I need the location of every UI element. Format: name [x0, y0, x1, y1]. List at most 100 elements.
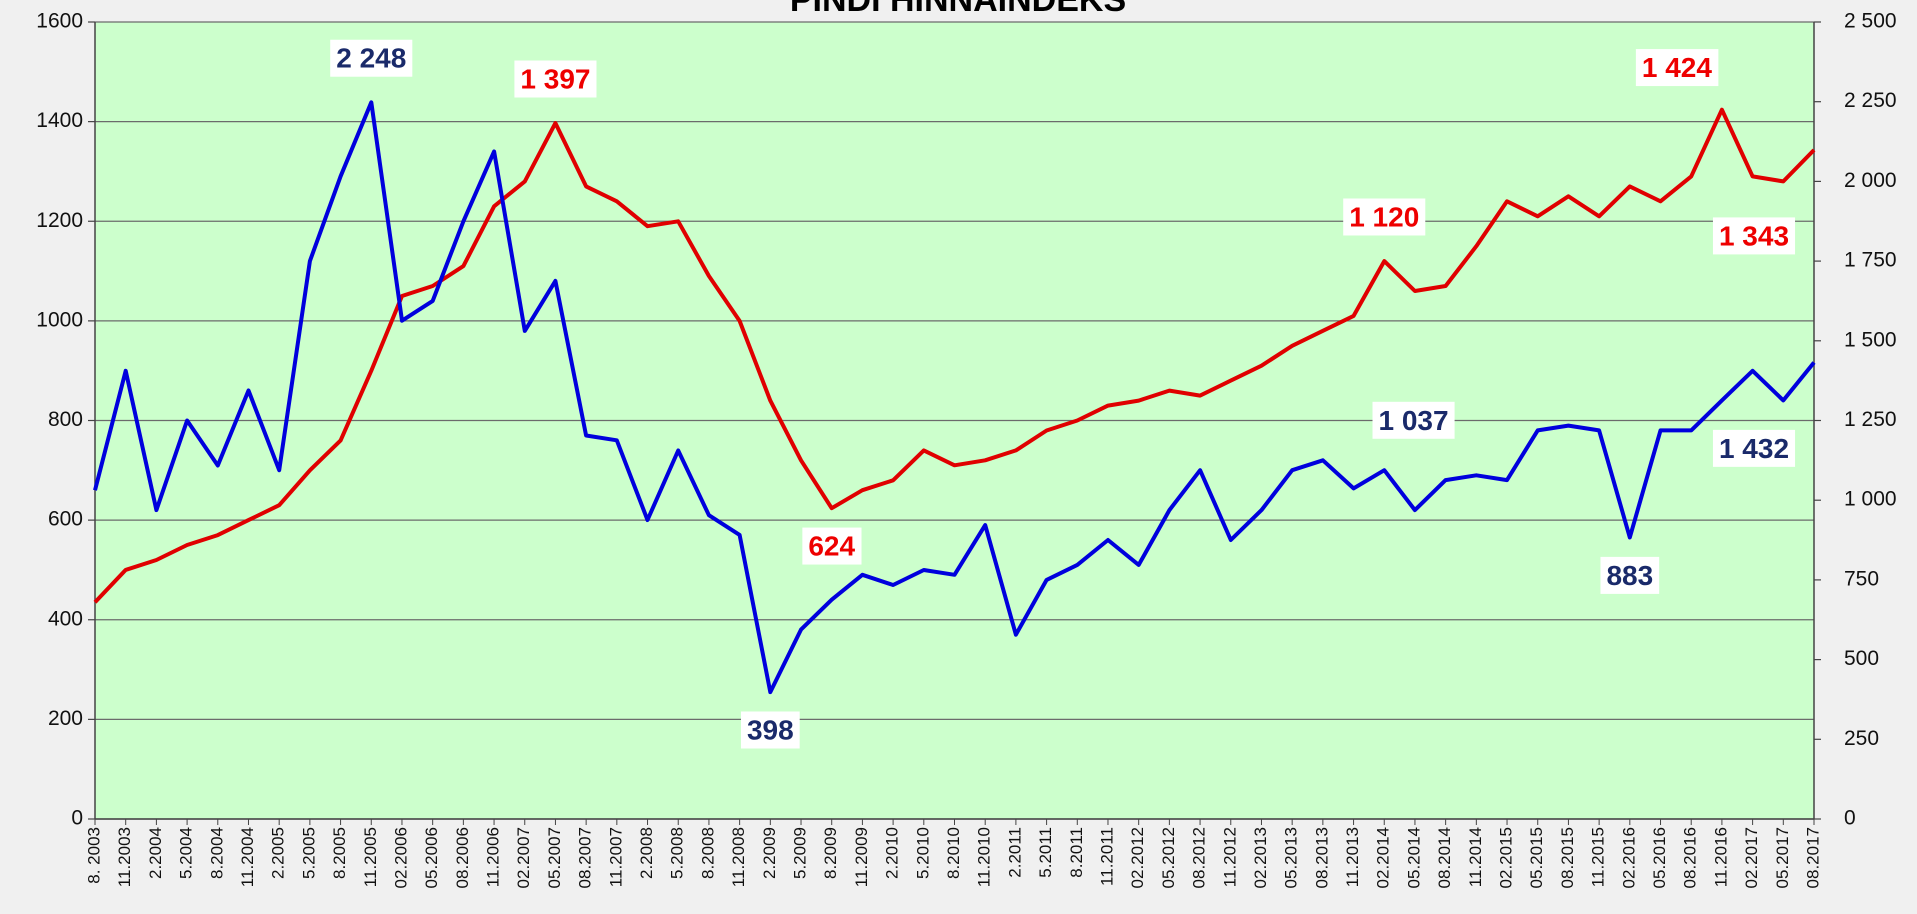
y-tick-label: 400 — [48, 607, 83, 630]
x-tick-label: 05.2017 — [1773, 827, 1792, 888]
x-tick-label: 11.2005 — [361, 827, 380, 887]
data-label-text: 1 432 — [1719, 433, 1789, 464]
x-tick-label: 2.2008 — [637, 827, 656, 879]
y-tick-label: 1000 — [36, 308, 83, 331]
data-label-box — [1372, 401, 1455, 439]
x-tick-label: 11.2007 — [606, 827, 625, 887]
data-label: 1 432 — [1712, 429, 1796, 467]
x-tick-label: 11.2015 — [1589, 827, 1608, 887]
x-tick-label: 5.2005 — [299, 827, 318, 879]
data-label-text: 1 037 — [1379, 405, 1449, 436]
data-label: 1 343 — [1712, 217, 1796, 255]
y2-tick-label: 1 750 — [1844, 249, 1897, 272]
data-label-text: 624 — [808, 531, 855, 562]
x-tick-label: 08.2017 — [1803, 827, 1822, 888]
x-tick-label: 02.2016 — [1619, 827, 1638, 888]
x-tick-label: 02.2014 — [1374, 827, 1393, 888]
y-tick-label: 1200 — [36, 209, 83, 232]
x-tick-label: 8.2008 — [698, 827, 717, 879]
y2-tick-label: 500 — [1844, 647, 1879, 670]
x-tick-label: 2.2009 — [760, 827, 779, 879]
y2-tick-label: 750 — [1844, 567, 1879, 590]
data-label: 1 397 — [514, 60, 597, 98]
x-tick-label: 11.2008 — [729, 827, 748, 887]
data-label-box — [802, 527, 862, 565]
x-tick-label: 02.2015 — [1497, 827, 1516, 888]
data-label-box — [740, 711, 800, 749]
x-tick-label: 11.2013 — [1343, 827, 1362, 887]
x-tick-label: 08.2015 — [1558, 827, 1577, 888]
x-tick-label: 2.2011 — [1005, 827, 1024, 878]
y-tick-label: 800 — [48, 408, 83, 431]
x-tick-label: 11.2012 — [1220, 827, 1239, 887]
x-tick-label: 11.2004 — [238, 827, 257, 887]
x-tick-label: 5.2011 — [1036, 827, 1055, 878]
x-tick-label: 8.2005 — [330, 827, 349, 879]
x-tick-label: 2.2010 — [883, 827, 902, 879]
y2-tick-label: 2 000 — [1844, 169, 1897, 192]
y2-tick-label: 2 250 — [1844, 89, 1897, 112]
x-tick-label: 08.2007 — [576, 827, 595, 888]
x-tick-label: 11.2010 — [975, 827, 994, 887]
data-label-box — [1712, 217, 1796, 255]
y-tick-label: 0 — [71, 807, 83, 830]
x-tick-label: 8.2011 — [1067, 827, 1086, 878]
x-tick-label: 11.2009 — [852, 827, 871, 887]
x-tick-label: 08.2016 — [1681, 827, 1700, 888]
x-tick-label: 05.2006 — [422, 827, 441, 888]
x-tick-label: 08.2012 — [1190, 827, 1209, 888]
x-tick-label: 11.2006 — [484, 827, 503, 887]
x-tick-label: 5.2010 — [913, 827, 932, 879]
y2-tick-label: 250 — [1844, 727, 1879, 750]
x-tick-label: 08.2013 — [1312, 827, 1331, 888]
data-label-text: 1 343 — [1719, 220, 1789, 251]
x-tick-label: 5.2004 — [177, 827, 196, 879]
x-tick-label: 02.2012 — [1128, 827, 1147, 888]
data-label-text: 1 424 — [1642, 52, 1712, 83]
x-tick-label: 08.2006 — [453, 827, 472, 888]
x-tick-label: 02.2007 — [514, 827, 533, 888]
y2-tick-label: 2 500 — [1844, 10, 1897, 33]
data-label: 398 — [740, 711, 800, 749]
x-tick-label: 2.2004 — [146, 827, 165, 879]
x-tick-label: 11.2011 — [1097, 827, 1116, 886]
x-tick-label: 05.2013 — [1282, 827, 1301, 888]
y2-tick-label: 0 — [1844, 807, 1856, 830]
x-tick-label: 11.2003 — [115, 827, 134, 887]
x-tick-label: 11.2016 — [1711, 827, 1730, 887]
data-label: 1 120 — [1343, 198, 1426, 236]
data-label-box — [514, 60, 597, 98]
data-label: 883 — [1600, 556, 1660, 594]
x-tick-label: 02.2006 — [391, 827, 410, 888]
y-tick-label: 1600 — [36, 10, 83, 33]
y2-tick-label: 1 000 — [1844, 488, 1897, 511]
y-tick-label: 600 — [48, 508, 83, 531]
y-tick-label: 200 — [48, 707, 83, 730]
data-label-box — [1600, 556, 1660, 594]
y-tick-label: 1400 — [36, 109, 83, 132]
y2-tick-label: 1 250 — [1844, 408, 1897, 431]
x-tick-label: 08.2014 — [1435, 827, 1454, 888]
chart-title: PINDI HINNAINDEKS — [790, 0, 1126, 19]
x-tick-label: 5.2009 — [791, 827, 810, 879]
data-label-text: 1 120 — [1349, 201, 1419, 232]
data-label-text: 398 — [747, 715, 794, 746]
data-label: 1 424 — [1635, 49, 1719, 87]
x-tick-label: 8. 2003 — [84, 827, 103, 884]
x-tick-label: 2.2005 — [269, 827, 288, 879]
data-label-text: 883 — [1606, 560, 1653, 591]
series-line — [93, 100, 1816, 695]
x-tick-label: 11.2014 — [1466, 827, 1485, 887]
data-label-text: 1 397 — [520, 64, 590, 95]
data-label: 624 — [802, 527, 862, 565]
data-label: 2 248 — [330, 39, 413, 77]
x-tick-label: 05.2012 — [1159, 827, 1178, 888]
x-tick-label: 05.2007 — [545, 827, 564, 888]
x-tick-label: 8.2009 — [821, 827, 840, 879]
x-tick-label: 05.2014 — [1404, 827, 1423, 888]
y2-tick-label: 1 500 — [1844, 328, 1897, 351]
data-label-box — [1712, 429, 1796, 467]
data-label-box — [1635, 49, 1719, 87]
x-tick-label: 05.2016 — [1650, 827, 1669, 888]
